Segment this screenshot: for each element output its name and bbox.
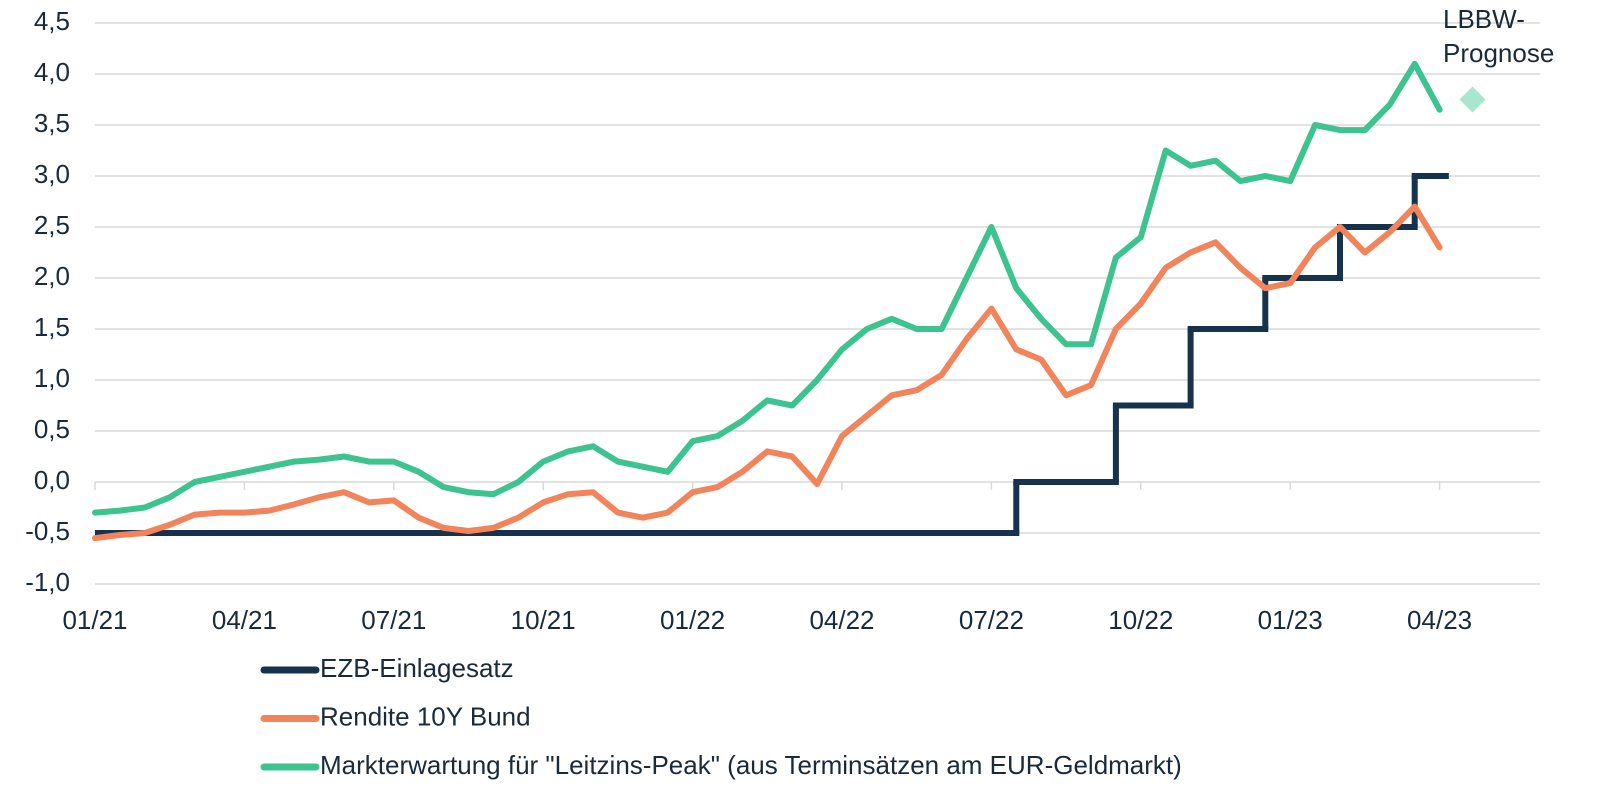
x-tick-label: 01/21: [62, 605, 127, 635]
x-tick-label: 10/21: [511, 605, 576, 635]
y-tick-label: -1,0: [25, 567, 70, 597]
forecast-label: LBBW-: [1443, 4, 1525, 34]
legend-label: Rendite 10Y Bund: [320, 701, 531, 731]
y-tick-label: -0,5: [25, 516, 70, 546]
forecast-label: Prognose: [1443, 38, 1554, 68]
x-tick-label: 10/22: [1108, 605, 1173, 635]
series-line: [92, 60, 1443, 516]
legend-label: Markterwartung für "Leitzins-Peak" (aus …: [320, 750, 1182, 780]
series-line: [92, 203, 1443, 542]
y-tick-label: 1,5: [34, 312, 70, 342]
x-tick-label: 01/22: [660, 605, 725, 635]
y-tick-label: 1,0: [34, 363, 70, 393]
x-tick-label: 04/23: [1407, 605, 1472, 635]
forecast-marker: [1459, 86, 1486, 113]
x-tick-label: 07/22: [959, 605, 1024, 635]
y-tick-label: 2,5: [34, 210, 70, 240]
y-tick-label: 4,0: [34, 57, 70, 87]
y-tick-label: 0,0: [34, 465, 70, 495]
x-tick-label: 01/23: [1258, 605, 1323, 635]
y-tick-label: 4,5: [34, 6, 70, 36]
y-tick-label: 3,0: [34, 159, 70, 189]
y-tick-label: 0,5: [34, 414, 70, 444]
x-tick-label: 04/22: [809, 605, 874, 635]
y-tick-label: 2,0: [34, 261, 70, 291]
x-tick-label: 04/21: [212, 605, 277, 635]
legend-label: EZB-Einlagesatz: [320, 653, 514, 683]
x-tick-label: 07/21: [361, 605, 426, 635]
y-tick-label: 3,5: [34, 108, 70, 138]
